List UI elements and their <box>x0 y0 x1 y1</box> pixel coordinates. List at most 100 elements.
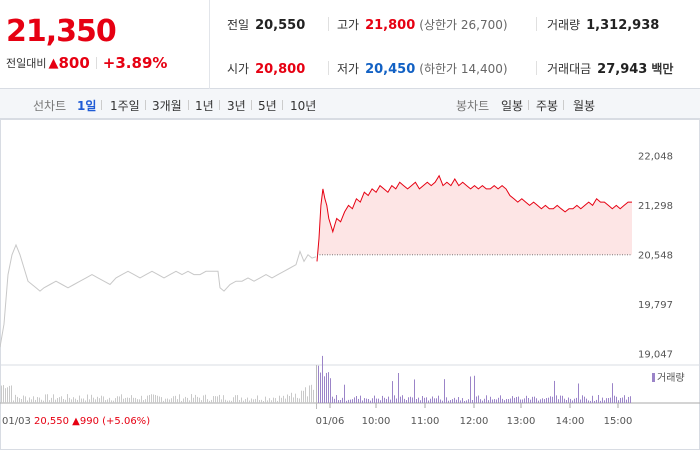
prev-day-summary-text: 20,550 ▲990 (+5.06%) <box>34 416 150 427</box>
volume-bar <box>470 376 471 403</box>
volume-bar <box>586 398 587 403</box>
change-label: 전일대비 <box>6 57 47 70</box>
tab-period-1y[interactable]: 1년 <box>195 99 214 113</box>
volume-bar <box>450 400 451 403</box>
candle-chart-title: 봉차트 <box>456 99 490 113</box>
tab-period-3m[interactable]: 3개월 <box>152 99 182 113</box>
volume-bar <box>167 398 168 403</box>
volume-bar <box>191 394 192 403</box>
y-tick-label: 19,797 <box>638 300 673 311</box>
x-tick-label: 01/03 <box>2 416 31 427</box>
volume-bar <box>127 397 128 403</box>
volume-bar <box>255 398 256 403</box>
volume-bar <box>181 400 182 403</box>
volume-bar <box>486 395 487 403</box>
volume-bar <box>171 398 172 403</box>
volume-bar <box>129 397 130 403</box>
volume-bar <box>354 397 355 403</box>
tab-candle-weekly[interactable]: 주봉 <box>536 99 559 113</box>
volume-bar <box>574 398 575 403</box>
tab-period-5y[interactable]: 5년 <box>258 99 277 113</box>
volume-bar <box>614 395 615 403</box>
volume-bar <box>488 400 489 403</box>
volume-bar <box>241 397 242 403</box>
tab-period-10y[interactable]: 10년 <box>290 99 317 113</box>
volume-bar <box>542 398 543 403</box>
volume-bar <box>496 399 497 403</box>
volume-bar <box>416 398 417 403</box>
chart-tabs: 선차트 1일 1주일 3개월 1년 3년 5년 10년 봉차트 일봉 주봉 월봉 <box>0 89 700 119</box>
volume-bar <box>123 398 124 403</box>
y-tick-label: 21,298 <box>638 201 673 212</box>
volume-bar <box>492 399 493 403</box>
stat-low: 저가 20,450 (하한가 14,400) <box>337 60 508 77</box>
volume-bar <box>33 396 34 403</box>
tab-candle-monthly[interactable]: 월봉 <box>573 99 596 113</box>
volume-bar <box>556 395 557 403</box>
volume-bar <box>502 398 503 403</box>
volume-bar <box>293 397 294 403</box>
volume-bar <box>600 400 601 403</box>
volume-bar <box>39 397 40 403</box>
volume-bar <box>624 395 625 403</box>
volume-bar <box>215 396 216 403</box>
price-area-fill <box>317 175 632 262</box>
volume-bar <box>35 399 36 403</box>
volume-bar <box>422 396 423 403</box>
volume-legend: 거래량 <box>652 372 685 384</box>
volume-bar <box>275 398 276 403</box>
volume-bar <box>390 399 391 403</box>
volume-bar <box>89 399 90 403</box>
volume-bar <box>67 394 68 403</box>
volume-bar <box>576 397 577 403</box>
volume-bar <box>592 395 593 403</box>
volume-bar <box>23 395 24 403</box>
stat-volume-value: 1,312,938 <box>586 18 660 33</box>
volume-bar <box>474 375 475 403</box>
volume-bar <box>97 396 98 403</box>
volume-bar <box>139 399 140 403</box>
volume-bar <box>330 378 331 403</box>
volume-bar <box>21 399 22 403</box>
y-tick-label: 20,548 <box>638 250 673 261</box>
volume-bar <box>482 400 483 403</box>
volume-bar <box>504 400 505 403</box>
divider <box>101 100 102 110</box>
volume-bar <box>602 397 603 403</box>
volume-bar <box>17 396 18 403</box>
volume-bar <box>608 398 609 403</box>
stat-prev-value: 20,550 <box>255 18 306 33</box>
volume-bar <box>350 399 351 403</box>
volume-bar <box>185 396 186 403</box>
volume-bar <box>219 394 220 403</box>
volume-bar <box>257 395 258 403</box>
y-tick-label: 22,048 <box>638 152 673 163</box>
volume-bar <box>366 398 367 403</box>
volume-bar <box>596 399 597 403</box>
volume-bar <box>13 400 14 403</box>
volume-bar <box>382 395 383 403</box>
volume-bar <box>520 399 521 403</box>
x-tick-label: 01/06 <box>316 416 345 427</box>
volume-bar <box>508 399 509 403</box>
volume-bar <box>514 397 515 403</box>
stat-open: 시가 20,800 <box>227 60 305 77</box>
tab-candle-daily[interactable]: 일봉 <box>501 99 524 113</box>
volume-bar <box>410 396 411 403</box>
tab-period-3y[interactable]: 3년 <box>227 99 246 113</box>
volume-bar <box>187 397 188 403</box>
stat-open-value: 20,800 <box>255 62 306 77</box>
volume-bar <box>404 398 405 403</box>
volume-bar <box>199 397 200 403</box>
volume-bar <box>211 399 212 403</box>
volume-bar <box>598 395 599 403</box>
x-axis: 01/03 01/06 10:00 11:00 12:00 13:00 14:00 15:00 <box>2 403 632 427</box>
volume-bar <box>318 365 319 403</box>
volume-bar <box>420 400 421 403</box>
volume-bar <box>388 396 389 403</box>
volume-bar <box>466 400 467 403</box>
tab-period-1d[interactable]: 1일 <box>77 99 97 113</box>
volume-bar <box>37 397 38 403</box>
volume-bar <box>245 399 246 403</box>
tab-period-1w[interactable]: 1주일 <box>110 99 140 113</box>
